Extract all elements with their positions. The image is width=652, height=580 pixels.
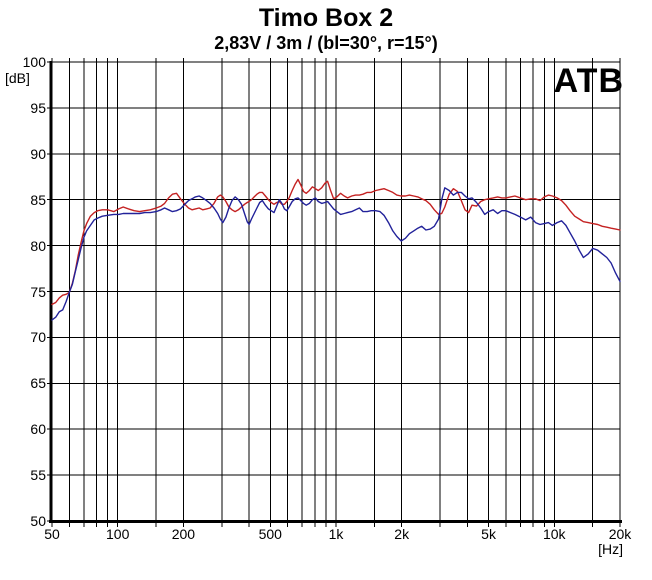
atb-logo: ATB xyxy=(553,62,624,100)
chart-subtitle: 2,83V / 3m / (bl=30°, r=15°) xyxy=(214,33,438,53)
x-axis-unit-label: [Hz] xyxy=(598,541,623,557)
chart-title: Timo Box 2 xyxy=(258,4,394,32)
red-curve xyxy=(51,178,621,306)
blue-curve xyxy=(51,187,621,321)
y-axis-unit-label: [dB] xyxy=(5,70,30,86)
